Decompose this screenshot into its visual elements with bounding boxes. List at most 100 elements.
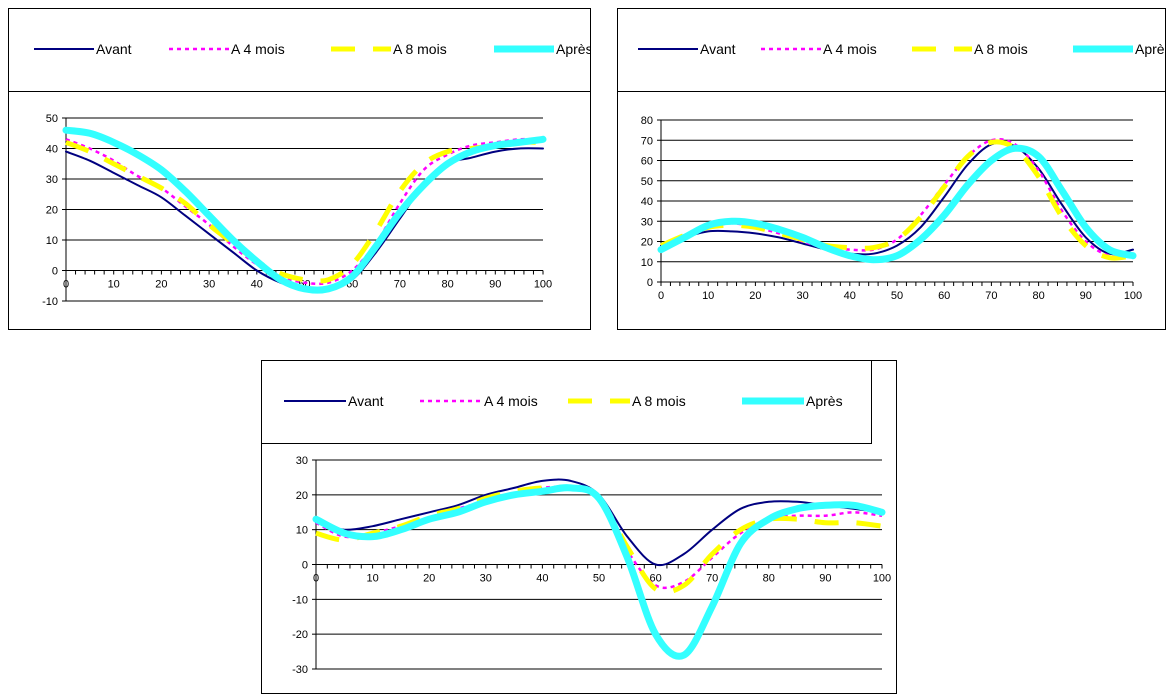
legend-svg-3: Avant A 4 mois A 8 mois Après [284, 393, 843, 409]
x-tick-label-3-40: 40 [536, 573, 548, 585]
legend-entry-1-3: A 8 mois [331, 41, 447, 57]
x-tick-label-1-30: 30 [203, 279, 215, 291]
x-tick-label-3-90: 90 [819, 573, 831, 585]
y-tick-label-3-0: 0 [302, 560, 308, 572]
x-tick-label-3-20: 20 [423, 573, 435, 585]
legend-label-3-4: Après [806, 393, 843, 409]
y-tick-label-3--30: -30 [292, 664, 308, 676]
series-line-2-a-8-mois [660, 139, 1134, 261]
x-tick-label-3-70: 70 [706, 573, 718, 585]
plot-svg-3: -30 -20 -10 0 10 20 30 0 10 20 30 40 50 60 70 80 90 100 [292, 455, 891, 676]
legend-label-3-1: Avant [348, 393, 384, 409]
legend-entry-3-3: A 8 mois [568, 393, 686, 409]
legend-label-1-3: A 8 mois [393, 41, 447, 57]
y-tick-label-1-10: 10 [46, 235, 58, 247]
series-line-1-a-8-mois [65, 139, 544, 284]
x-tick-label-2-70: 70 [985, 290, 997, 302]
series-line-1-a-4-mois [65, 137, 544, 286]
x-tick-label-2-10: 10 [702, 290, 714, 302]
legend-entry-1-4: Après [494, 41, 591, 57]
x-tick-label-2-50: 50 [891, 290, 903, 302]
x-tick-label-3-80: 80 [763, 573, 775, 585]
legend-entry-2-4: Après [1073, 41, 1166, 57]
y-tick-label-3-30: 30 [296, 455, 308, 467]
x-tick-label-2-60: 60 [938, 290, 950, 302]
series-line-1-apr-s [62, 126, 547, 294]
plot-area-3: -30 -20 -10 0 10 20 30 0 10 20 30 40 50 60 70 80 90 100 [262, 444, 896, 693]
legend-svg-2: Avant A 4 mois A 8 mois Après [638, 41, 1166, 57]
plot-area-2: 0 10 20 30 40 50 60 70 80 0 10 20 30 40 50 60 70 80 90 100 [618, 92, 1165, 329]
series-line-1-avant [65, 147, 544, 291]
chart-panel-1: Avant A 4 mois A 8 mois Après -10 0 10 20 30 40 5… [8, 8, 591, 330]
y-tick-label-1-40: 40 [46, 144, 58, 156]
x-tick-label-2-20: 20 [749, 290, 761, 302]
y-tick-label-1-0: 0 [52, 266, 58, 278]
legend-label-1-4: Après [556, 41, 591, 57]
x-tick-label-3-30: 30 [480, 573, 492, 585]
y-tick-label-2-60: 60 [641, 156, 653, 168]
x-tick-label-1-0: 0 [63, 279, 69, 291]
x-tick-label-1-90: 90 [489, 279, 501, 291]
y-tick-label-2-30: 30 [641, 216, 653, 228]
y-tick-label-1--10: -10 [42, 296, 58, 308]
x-tick-label-2-0: 0 [658, 290, 664, 302]
legend-2: Avant A 4 mois A 8 mois Après [618, 9, 1166, 92]
chart-panel-2: Avant A 4 mois A 8 mois Après 0 10 20 30 40 50 60… [617, 8, 1166, 330]
legend-label-3-3: A 8 mois [632, 393, 686, 409]
x-tick-label-3-50: 50 [593, 573, 605, 585]
legend-svg-1: Avant A 4 mois A 8 mois Après [34, 41, 591, 57]
legend-entry-2-3: A 8 mois [912, 41, 1028, 57]
legend-label-2-1: Avant [700, 41, 736, 57]
x-tick-label-1-70: 70 [394, 279, 406, 291]
legend-3: Avant A 4 mois A 8 mois Après [262, 361, 872, 444]
y-tick-label-2-0: 0 [647, 277, 653, 289]
x-tick-label-2-40: 40 [844, 290, 856, 302]
legend-entry-3-2: A 4 mois [420, 393, 538, 409]
x-tick-label-1-100: 100 [534, 279, 552, 291]
y-tick-label-2-10: 10 [641, 257, 653, 269]
legend-entry-2-1: Avant [638, 41, 736, 57]
y-tick-label-2-80: 80 [641, 115, 653, 127]
y-tick-label-1-50: 50 [46, 113, 58, 125]
legend-label-2-4: Après [1135, 41, 1166, 57]
x-tick-label-3-100: 100 [873, 573, 891, 585]
y-tick-label-2-70: 70 [641, 135, 653, 147]
y-tick-label-3--20: -20 [292, 629, 308, 641]
plot-area-1: -10 0 10 20 30 40 50 0 10 20 30 40 50 60 70 80 90 100 [9, 92, 590, 329]
y-tick-label-3--10: -10 [292, 594, 308, 606]
series-line-2-avant [660, 141, 1134, 256]
x-tick-label-2-30: 30 [796, 290, 808, 302]
legend-label-2-2: A 4 mois [823, 41, 877, 57]
x-tick-label-2-90: 90 [1080, 290, 1092, 302]
x-tick-label-1-80: 80 [441, 279, 453, 291]
y-tick-label-3-20: 20 [296, 490, 308, 502]
legend-label-2-3: A 8 mois [974, 41, 1028, 57]
legend-entry-3-4: Après [742, 393, 843, 409]
x-tick-label-1-10: 10 [108, 279, 120, 291]
x-tick-label-2-80: 80 [1032, 290, 1044, 302]
x-tick-label-3-10: 10 [366, 573, 378, 585]
x-tick-label-3-0: 0 [313, 573, 319, 585]
y-tick-label-2-20: 20 [641, 237, 653, 249]
y-tick-label-1-20: 20 [46, 205, 58, 217]
legend-entry-2-2: A 4 mois [761, 41, 877, 57]
plot-svg-2: 0 10 20 30 40 50 60 70 80 0 10 20 30 40 50 60 70 80 90 100 [641, 115, 1142, 302]
x-tick-label-1-20: 20 [155, 279, 167, 291]
legend-entry-1-1: Avant [34, 41, 132, 57]
legend-label-3-2: A 4 mois [484, 393, 538, 409]
legend-label-1-1: Avant [96, 41, 132, 57]
legend-entry-1-2: A 4 mois [169, 41, 285, 57]
series-line-3-avant [315, 478, 883, 567]
legend-entry-3-1: Avant [284, 393, 384, 409]
x-tick-label-1-40: 40 [251, 279, 263, 291]
series-line-2-a-4-mois [660, 138, 1134, 258]
y-tick-label-2-50: 50 [641, 176, 653, 188]
chart-panel-3: Avant A 4 mois A 8 mois Après -30 -20 -10 0 10 2… [261, 360, 897, 694]
legend-1: Avant A 4 mois A 8 mois Après [9, 9, 591, 92]
legend-label-1-2: A 4 mois [231, 41, 285, 57]
x-tick-label-3-60: 60 [649, 573, 661, 585]
series-line-3-apr-s [312, 484, 886, 660]
y-tick-label-1-30: 30 [46, 174, 58, 186]
y-tick-label-3-10: 10 [296, 525, 308, 537]
